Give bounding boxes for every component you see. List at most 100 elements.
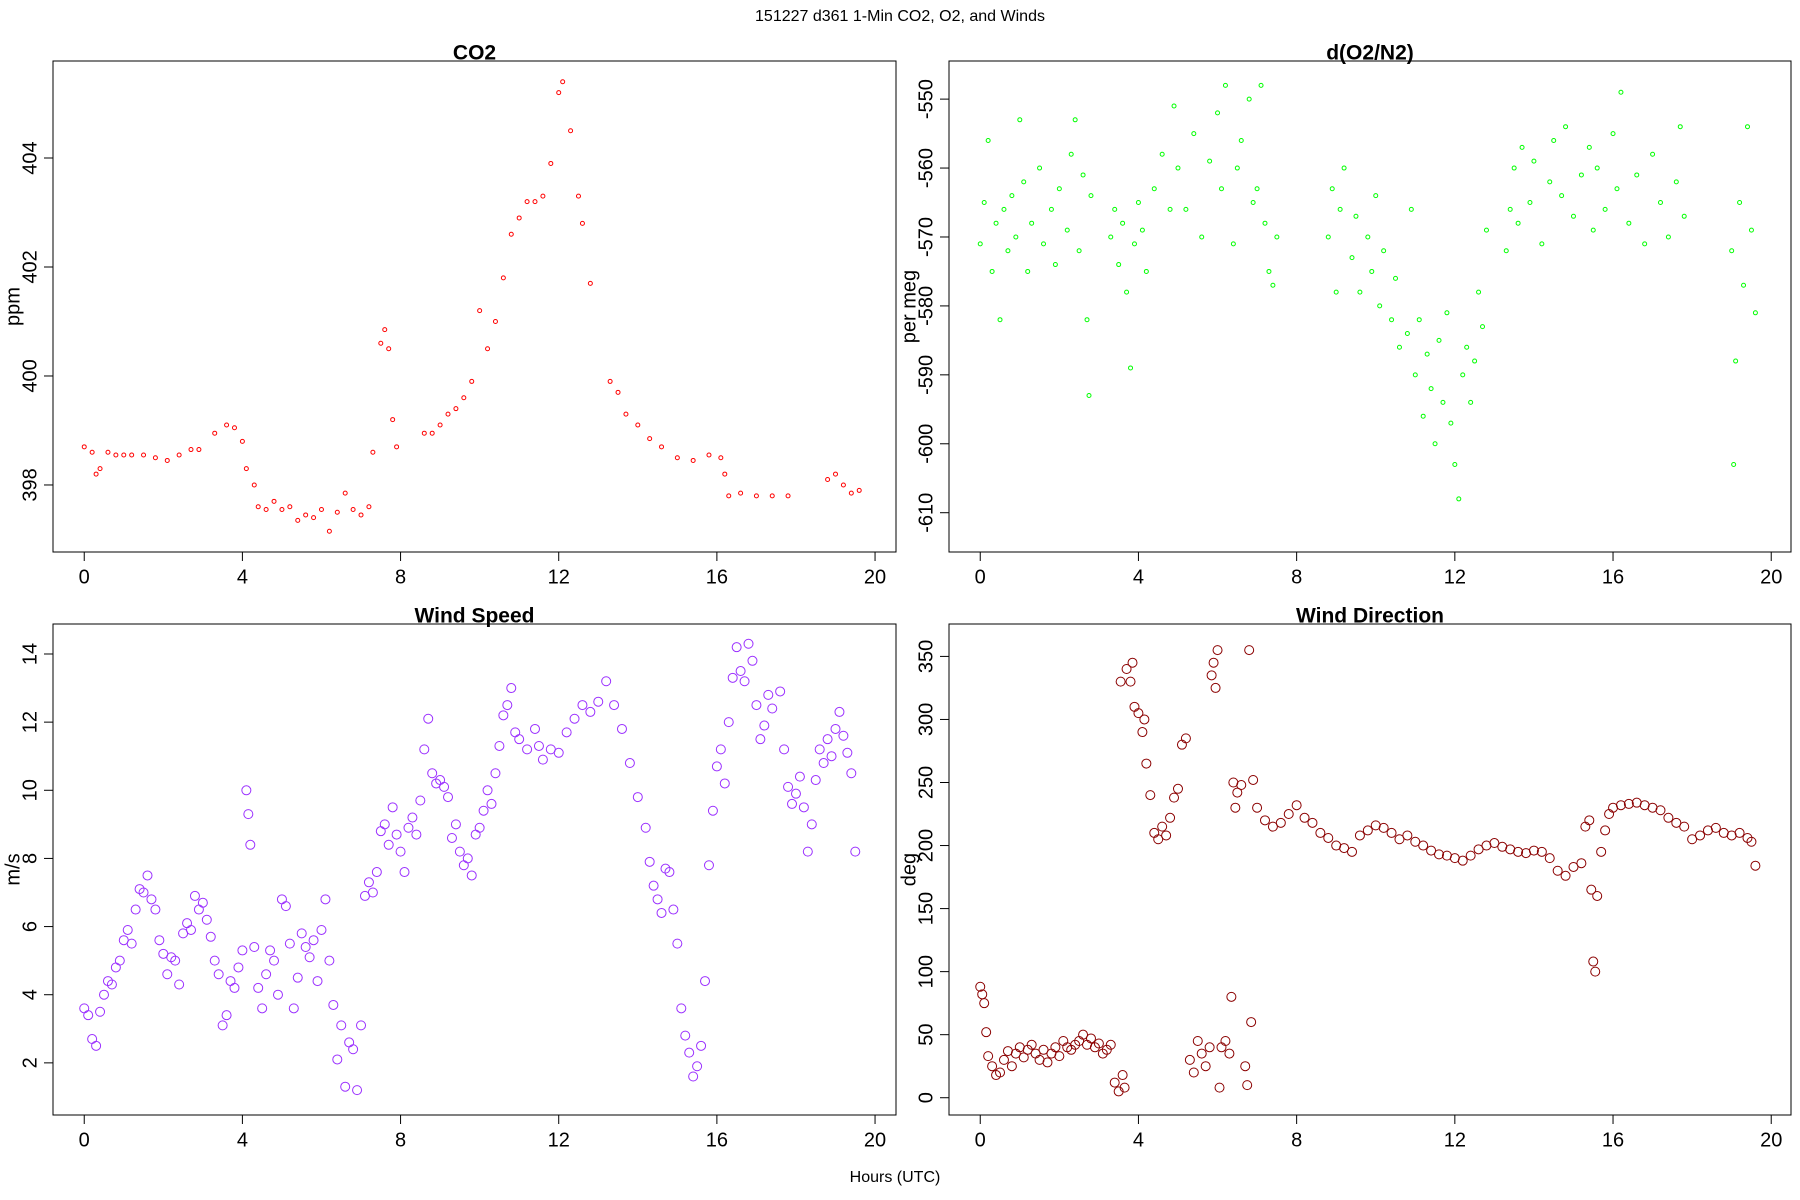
data-point — [1734, 827, 1745, 838]
data-point — [1238, 137, 1244, 143]
data-point — [1584, 815, 1595, 826]
data-point — [469, 378, 475, 384]
data-point — [196, 447, 202, 453]
data-point — [363, 877, 374, 888]
x-tick-label: 20 — [1760, 566, 1782, 588]
x-tick-label: 12 — [1444, 1129, 1466, 1151]
data-point — [217, 1020, 228, 1031]
data-point — [229, 982, 240, 993]
data-point — [569, 713, 580, 724]
data-point — [532, 199, 538, 205]
data-point — [1128, 365, 1134, 371]
data-point — [548, 160, 554, 166]
data-point — [348, 1044, 359, 1055]
data-point — [1679, 821, 1690, 832]
data-point — [446, 832, 457, 843]
data-point — [700, 976, 711, 987]
data-point — [609, 700, 620, 711]
data-point — [1655, 805, 1666, 816]
data-point — [522, 744, 533, 755]
data-point — [1389, 317, 1395, 323]
y-tick-label: -600 — [915, 424, 937, 464]
data-point — [1270, 282, 1276, 288]
x-tick-label: 12 — [1444, 566, 1466, 588]
data-point — [672, 938, 683, 949]
data-point — [150, 904, 161, 915]
data-point — [311, 515, 317, 521]
data-point — [1354, 830, 1365, 841]
data-point — [1349, 255, 1355, 261]
data-point — [1267, 821, 1278, 832]
data-point — [1214, 1082, 1225, 1093]
data-point — [1199, 234, 1205, 240]
data-point — [985, 137, 991, 143]
data-point — [1005, 248, 1011, 254]
data-point — [1602, 206, 1608, 212]
data-point — [755, 734, 766, 745]
data-point — [1412, 372, 1418, 378]
data-point — [826, 751, 837, 762]
x-tick-label: 4 — [237, 566, 248, 588]
data-point — [1191, 131, 1197, 137]
data-point — [1590, 966, 1601, 977]
data-point — [450, 819, 461, 830]
data-point — [1113, 1086, 1124, 1097]
data-point — [1416, 317, 1422, 323]
data-point — [822, 734, 833, 745]
data-point — [1018, 1052, 1029, 1063]
data-point — [1472, 358, 1478, 364]
data-point — [1291, 800, 1302, 811]
data-point — [1054, 1051, 1065, 1062]
data-point — [1323, 832, 1334, 843]
data-point — [1420, 413, 1426, 419]
data-point — [987, 1061, 998, 1072]
data-point — [212, 430, 218, 436]
data-point — [320, 894, 331, 905]
data-point — [280, 901, 291, 912]
y-tick-label: 8 — [19, 853, 41, 864]
data-point — [1116, 262, 1122, 268]
data-point — [977, 241, 983, 247]
data-point — [1165, 812, 1176, 823]
data-point — [1070, 1039, 1081, 1050]
data-point — [1226, 991, 1237, 1002]
data-point — [840, 482, 846, 488]
data-point — [1080, 172, 1086, 178]
panel-title: Wind Direction — [1296, 605, 1444, 628]
data-point — [477, 308, 483, 314]
data-point — [370, 449, 376, 455]
data-point — [833, 471, 839, 477]
data-point — [295, 517, 301, 523]
data-point — [371, 867, 382, 878]
data-point — [561, 727, 572, 738]
data-point — [1266, 268, 1272, 274]
y-tick-label: -560 — [915, 148, 937, 188]
data-point — [486, 798, 497, 809]
data-point — [1169, 792, 1180, 803]
data-point — [1468, 399, 1474, 405]
data-point — [779, 744, 790, 755]
data-point — [556, 90, 562, 96]
data-point — [318, 506, 324, 512]
data-point — [326, 528, 332, 534]
data-point — [1167, 206, 1173, 212]
y-tick-label: -570 — [915, 217, 937, 257]
data-point — [138, 887, 149, 898]
data-point — [537, 754, 548, 765]
x-tick-label: 0 — [79, 566, 90, 588]
data-point — [99, 989, 110, 1000]
x-tick-label: 8 — [1291, 566, 1302, 588]
data-point — [1626, 220, 1632, 226]
data-point — [1552, 865, 1563, 876]
data-point — [478, 805, 489, 816]
data-point — [739, 676, 750, 687]
data-point — [802, 846, 813, 857]
data-point — [1519, 144, 1525, 150]
data-point — [498, 710, 509, 721]
data-point — [1204, 1042, 1215, 1053]
data-point — [1333, 289, 1339, 295]
data-point — [1218, 186, 1224, 192]
data-point — [1183, 206, 1189, 212]
data-point — [1377, 303, 1383, 309]
data-point — [312, 976, 323, 987]
